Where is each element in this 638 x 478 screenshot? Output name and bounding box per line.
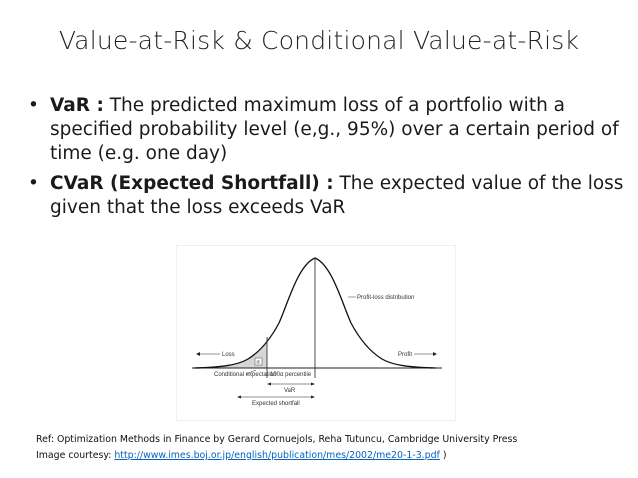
bullet-dot-icon: • [28, 173, 39, 194]
bullet-list: • VaR : The predicted maximum loss of a … [28, 94, 628, 226]
cvar-term: CVaR (Expected Shortfall) : [50, 173, 334, 194]
percentile-label: 100α percentile [270, 372, 312, 378]
distribution-label: Profit-loss distribution [357, 295, 414, 301]
conditional-leader [245, 369, 257, 375]
reference-block: Ref: Optimization Methods in Finance by … [36, 432, 636, 464]
conditional-expectation-label: Conditional expectation [214, 372, 276, 378]
reference-text: Ref: Optimization Methods in Finance by … [36, 434, 518, 445]
loss-label: Loss [222, 352, 235, 358]
courtesy-suffix: ) [439, 450, 447, 461]
tail-shading [194, 342, 267, 368]
slide-title: Value-at-Risk & Conditional Value-at-Ris… [58, 26, 580, 55]
conditional-expectation-text: Conditional expectation [214, 372, 276, 378]
profit-label: Profit [398, 352, 412, 358]
bullet-dot-icon: • [28, 95, 39, 116]
es-arrow-left-icon [237, 395, 241, 399]
distribution-diagram: Profit-loss distribution Loss Profit α C… [176, 245, 456, 421]
alpha-label: α [257, 360, 261, 366]
cvar-definition: The expected value of the loss given tha… [50, 173, 624, 218]
loss-arrowhead-icon [196, 352, 200, 356]
var-arrow-right-icon [311, 382, 315, 386]
bullet-var: • VaR : The predicted maximum loss of a … [28, 94, 628, 166]
figure-frame [176, 245, 456, 421]
courtesy-line: Image courtesy: http://www.imes.boj.or.j… [36, 448, 636, 464]
alpha-box [254, 357, 263, 366]
expected-shortfall-label: Expected shortfall [252, 401, 300, 407]
profit-loss-figure: Profit-loss distribution Loss Profit α C… [176, 245, 456, 421]
var-term: VaR : [50, 95, 104, 116]
bullet-cvar: • CVaR (Expected Shortfall) : The expect… [28, 172, 628, 220]
courtesy-link[interactable]: http://www.imes.boj.or.jp/english/public… [114, 450, 440, 461]
courtesy-prefix: Image courtesy: [36, 450, 115, 461]
var-arrow-left-icon [267, 382, 271, 386]
es-arrow-right-icon [311, 395, 315, 399]
var-definition: The predicted maximum loss of a portfoli… [50, 95, 619, 164]
var-figure-label: VaR [284, 388, 296, 394]
profit-arrowhead-icon [433, 352, 437, 356]
